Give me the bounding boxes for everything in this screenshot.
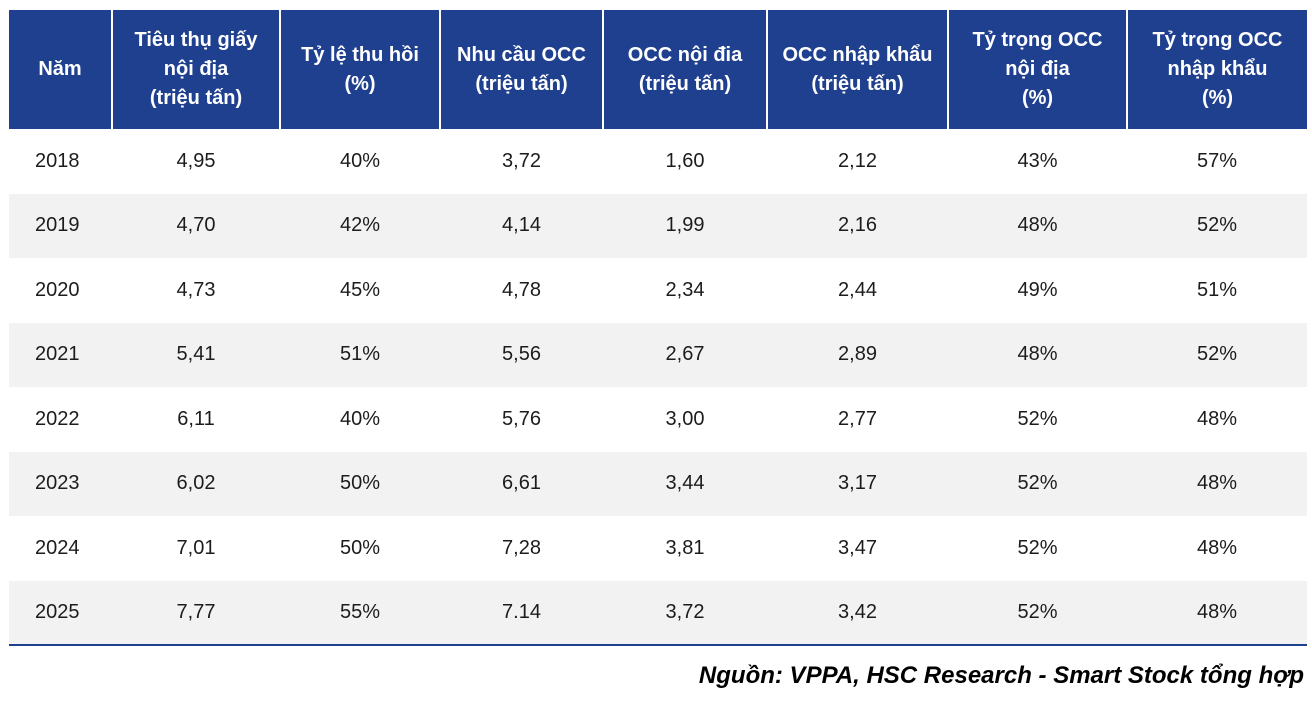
occ-data-table: Năm Tiêu thụ giấy nội địa (triệu tấn) Tỷ l… [9, 10, 1307, 645]
value-cell: 52% [948, 451, 1127, 516]
value-cell: 52% [948, 580, 1127, 645]
value-cell: 48% [948, 322, 1127, 387]
value-cell: 57% [1196, 149, 1238, 172]
value-cell: 3,44 [603, 451, 767, 516]
value-cell: 4,70 [112, 193, 280, 258]
value-cell: 5,56 [440, 322, 603, 387]
year-cell: 2019 [9, 193, 112, 258]
table-row: 2025 7,77 55% 7.14 3,72 3,42 52% 48% [9, 580, 1307, 645]
value-cell: 4,78 [502, 278, 541, 301]
value-cell: 2,89 [767, 322, 948, 387]
value-cell: 5,41 [112, 322, 280, 387]
year-cell: 2023 [9, 451, 112, 516]
value-cell: 3,42 [767, 580, 948, 645]
value-cell: 3,72 [603, 580, 767, 645]
value-cell: 52% [1017, 407, 1058, 430]
value-cell: 7,77 [112, 580, 280, 645]
column-header: Tỷ trọng OCC nhập khẩu (%) [1127, 10, 1307, 129]
value-cell: 2,16 [767, 193, 948, 258]
column-header: Năm [9, 10, 113, 129]
value-cell: 2,67 [603, 322, 767, 387]
value-cell: 3,17 [767, 451, 948, 516]
table-body: 2018 4,95 40% 3,72 1,60 2,12 43% 57% 2019 4,70 42%… [9, 129, 1307, 645]
value-cell: 3,81 [665, 536, 705, 559]
value-cell: 3,00 [665, 407, 705, 430]
value-cell: 48% [1127, 580, 1307, 645]
value-cell: 7,28 [502, 536, 541, 559]
value-cell: 1,99 [603, 193, 767, 258]
value-cell: 7.14 [440, 580, 603, 645]
year-cell: 2018 [35, 149, 80, 172]
value-cell: 4,95 [176, 149, 216, 172]
source-note: Nguồn: VPPA, HSC Research - Smart Stock … [698, 662, 1304, 689]
table-row: 2024 7,01 50% 7,28 3,81 3,47 52% 48% [9, 516, 1307, 581]
value-cell: 48% [948, 193, 1127, 258]
value-cell: 2,77 [838, 407, 877, 430]
value-cell: 48% [1127, 451, 1307, 516]
data-table-container: Năm Tiêu thụ giấy nội địa (triệu tấn) Tỷ l… [9, 10, 1307, 645]
value-cell: 4,73 [176, 278, 216, 301]
year-cell: 2021 [9, 322, 112, 387]
value-cell: 52% [1017, 536, 1058, 559]
column-header: OCC nội đia (triệu tấn) [603, 10, 768, 129]
value-cell: 5,76 [502, 407, 541, 430]
value-cell: 45% [339, 278, 381, 301]
column-header: OCC nhập khẩu (triệu tấn) [767, 10, 949, 129]
value-cell: 6,11 [177, 407, 215, 430]
table-header-row: Năm Tiêu thụ giấy nội địa (triệu tấn) Tỷ l… [9, 10, 1307, 129]
value-cell: 52% [1127, 322, 1307, 387]
value-cell: 6,02 [112, 451, 280, 516]
value-cell: 6,61 [440, 451, 603, 516]
table-row: 2018 4,95 40% 3,72 1,60 2,12 43% 57% [9, 129, 1307, 194]
value-cell: 40% [339, 149, 381, 172]
column-header: Tỷ trọng OCC nội địa (%) [948, 10, 1128, 129]
column-header: Nhu cầu OCC (triệu tấn) [440, 10, 604, 129]
year-cell: 2025 [9, 580, 112, 645]
value-cell: 51% [1196, 278, 1238, 301]
value-cell: 43% [1017, 149, 1058, 172]
value-cell: 7,01 [176, 536, 216, 559]
year-cell: 2022 [35, 407, 80, 430]
value-cell: 55% [280, 580, 440, 645]
value-cell: 42% [280, 193, 440, 258]
year-cell: 2020 [35, 278, 80, 301]
value-cell: 2,44 [838, 278, 877, 301]
table-bottom-rule [9, 644, 1307, 646]
table-row: 2023 6,02 50% 6,61 3,44 3,17 52% 48% [9, 451, 1307, 516]
value-cell: 4,14 [440, 193, 603, 258]
value-cell: 1,60 [665, 149, 705, 172]
table-row: 2020 4,73 45% 4,78 2,34 2,44 49% 51% [9, 258, 1307, 323]
value-cell: 48% [1196, 407, 1238, 430]
table-row: 2022 6,11 40% 5,76 3,00 2,77 52% 48% [9, 387, 1307, 452]
value-cell: 2,12 [838, 149, 877, 172]
year-cell: 2024 [35, 536, 80, 559]
value-cell: 52% [1127, 193, 1307, 258]
column-header: Tỷ lệ thu hồi (%) [280, 10, 441, 129]
value-cell: 48% [1196, 536, 1238, 559]
value-cell: 40% [339, 407, 381, 430]
value-cell: 2,34 [665, 278, 705, 301]
value-cell: 3,72 [502, 149, 541, 172]
value-cell: 51% [280, 322, 440, 387]
table-row: 2021 5,41 51% 5,56 2,67 2,89 48% 52% [9, 322, 1307, 387]
column-header: Tiêu thụ giấy nội địa (triệu tấn) [112, 10, 281, 129]
table-row: 2019 4,70 42% 4,14 1,99 2,16 48% 52% [9, 193, 1307, 258]
value-cell: 3,47 [838, 536, 877, 559]
value-cell: 50% [339, 536, 381, 559]
value-cell: 50% [280, 451, 440, 516]
value-cell: 49% [1017, 278, 1058, 301]
